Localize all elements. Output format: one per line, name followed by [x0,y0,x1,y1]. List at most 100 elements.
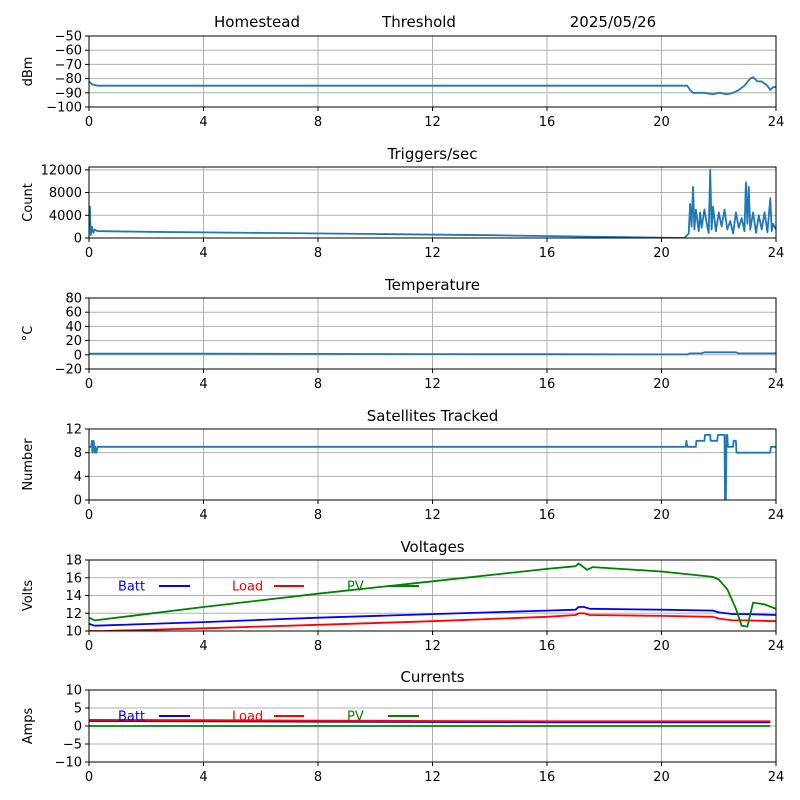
legend-label-load: Load [232,580,263,595]
y-tick-label: 8 [74,446,82,461]
series-line-batt [89,606,776,627]
legend-label-pv: PV [347,580,364,595]
y-tick-label: −100 [46,101,82,116]
y-tick-label: 0 [74,720,82,735]
x-tick-label: 0 [85,639,93,654]
x-tick-label: 8 [314,115,322,130]
y-tick-label: 10 [65,684,82,699]
y-tick-label: −60 [55,44,82,59]
y-tick-label: 4 [74,470,82,485]
x-tick-label: 20 [653,508,670,523]
x-tick-label: 24 [768,508,785,523]
panel-title: Voltages [400,538,464,556]
x-tick-label: 8 [314,639,322,654]
header-date: 2025/05/26 [570,13,656,31]
x-tick-label: 0 [85,115,93,130]
x-tick-label: 16 [539,639,556,654]
panel-title: Satellites Tracked [367,407,498,425]
y-tick-label: 4000 [49,209,82,224]
x-tick-label: 4 [199,639,207,654]
y-tick-label: 12 [65,607,82,622]
panel-title: Triggers/sec [387,145,478,163]
x-tick-label: 16 [539,246,556,261]
y-tick-label: 8000 [49,186,82,201]
y-tick-label: −70 [55,58,82,73]
legend-label-batt: Batt [118,710,145,725]
x-tick-label: 4 [199,246,207,261]
x-tick-label: 12 [424,508,441,523]
y-tick-label: −50 [55,30,82,45]
x-tick-label: 8 [314,246,322,261]
x-tick-label: 16 [539,508,556,523]
x-tick-label: 20 [653,639,670,654]
y-tick-label: 12 [65,423,82,438]
y-tick-label: 10 [65,625,82,640]
x-tick-label: 20 [653,770,670,785]
x-tick-label: 0 [85,377,93,392]
x-tick-label: 16 [539,770,556,785]
y-tick-label: −80 [55,72,82,87]
x-tick-label: 20 [653,246,670,261]
y-axis-label: Number [21,438,36,491]
legend-label-batt: Batt [118,580,145,595]
x-tick-label: 4 [199,115,207,130]
y-tick-label: 60 [65,306,82,321]
header-mode: Threshold [381,13,456,31]
legend-label-load: Load [232,710,263,725]
y-axis-label: Amps [21,707,36,744]
x-tick-label: 24 [768,377,785,392]
series-line-triggers [89,168,776,238]
x-tick-label: 12 [424,246,441,261]
x-tick-label: 0 [85,246,93,261]
x-tick-label: 24 [768,115,785,130]
x-tick-label: 4 [199,377,207,392]
x-tick-label: 4 [199,770,207,785]
series-line-load [89,612,776,631]
x-tick-label: 12 [424,377,441,392]
y-tick-label: 0 [74,348,82,363]
y-tick-label: 0 [74,232,82,247]
header-station: Homestead [214,13,300,31]
y-tick-label: 16 [65,571,82,586]
x-tick-label: 8 [314,770,322,785]
y-tick-label: 80 [65,292,82,307]
x-tick-label: 8 [314,377,322,392]
x-tick-label: 4 [199,508,207,523]
x-tick-label: 0 [85,770,93,785]
y-tick-label: 12000 [41,163,82,178]
x-tick-label: 16 [539,115,556,130]
x-tick-label: 16 [539,377,556,392]
panel-voltages: 0 4 8 12 16 20 24 10 12 14 16 18 Voltages Volts Batt Lo… [21,538,784,654]
series-line-load [89,719,771,723]
x-tick-label: 0 [85,508,93,523]
panel-triggers: 0 4 8 12 16 20 24 0 4000 8000 12000 Triggers/sec Cou… [21,145,784,261]
panel-signal: 0 4 8 12 16 20 24 −100−90−80−70−60−50 dBm [21,30,784,131]
x-tick-label: 12 [424,770,441,785]
y-axis-label: Count [21,183,36,222]
x-tick-label: 24 [768,639,785,654]
panel-currents: 0 4 8 12 16 20 24 −10 −5 0 5 10 Currents Amps Batt Load… [21,668,784,785]
x-tick-label: 24 [768,770,785,785]
x-tick-label: 12 [424,115,441,130]
y-tick-label: −20 [55,363,82,378]
y-tick-label: −5 [63,738,82,753]
y-tick-label: 5 [74,702,82,717]
x-tick-label: 20 [653,115,670,130]
panel-title: Temperature [384,276,480,294]
series-line-pv [89,562,776,628]
series-line-satellites [89,433,776,500]
x-tick-label: 20 [653,377,670,392]
panel-title: Currents [400,668,464,686]
y-tick-label: 40 [65,320,82,335]
series-line-signal [89,76,776,96]
legend-label-pv: PV [347,710,364,725]
series-line-batt [89,720,771,724]
y-tick-label: 0 [74,494,82,509]
y-tick-label: 20 [65,334,82,349]
y-tick-label: 18 [65,554,82,569]
panel-satellites: 0 4 8 12 16 20 24 0 4 8 12 Satellites Tracked Number [21,407,784,523]
